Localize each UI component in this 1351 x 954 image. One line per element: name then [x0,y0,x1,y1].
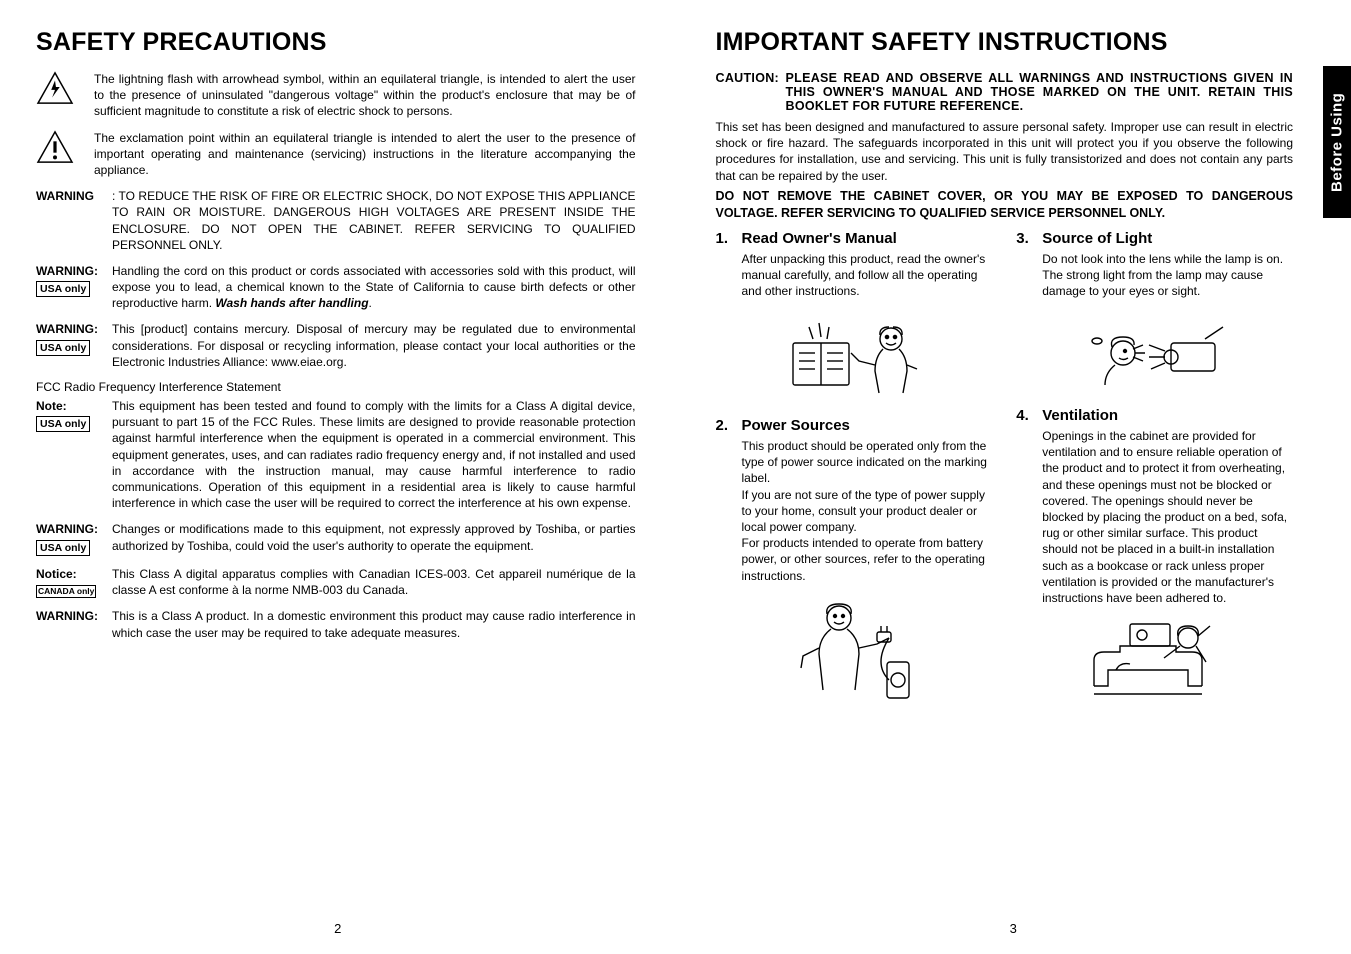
usa-only-badge: USA only [36,540,90,556]
item-3-text: Do not look into the lens while the lamp… [1016,251,1293,300]
warning-1-label: WARNING [36,189,94,203]
item-1-num: 1. [716,230,742,247]
fcc-note: Note: USA only This equipment has been t… [36,398,636,511]
warning-2: WARNING: USA only Handling the cord on t… [36,263,636,312]
warning-4-label: WARNING: [36,522,98,536]
lightning-text: The lightning flash with arrowhead symbo… [94,71,636,120]
col-right: 3.Source of Light Do not look into the l… [1016,230,1293,735]
item-4-text: Openings in the cabinet are provided for… [1016,428,1293,606]
canada-only-badge: CANADA only [36,585,96,598]
item-3-num: 3. [1016,230,1042,247]
item-2-text: This product should be operated only fro… [716,438,993,584]
warning-3-text: This [product] contains mercury. Disposa… [112,321,636,370]
warning-3: WARNING: USA only This [product] contain… [36,321,636,370]
page-left: SAFETY PRECAUTIONS The lightning flash w… [0,0,676,954]
ventilation-illustration-icon [1016,606,1293,720]
usa-only-badge: USA only [36,340,90,356]
warning-4-text: Changes or modifications made to this eq… [112,521,636,555]
fcc-note-text: This equipment has been tested and found… [112,398,636,511]
bold-warning: DO NOT REMOVE THE CABINET COVER, OR YOU … [716,188,1294,222]
lightning-triangle-icon [36,71,74,105]
warning-1: WARNING : TO REDUCE THE RISK OF FIRE OR … [36,188,636,253]
warning-1-text: : TO REDUCE THE RISK OF FIRE OR ELECTRIC… [112,188,636,253]
caution-label: CAUTION: [716,71,786,113]
item-1: 1.Read Owner's Manual After unpacking th… [716,230,993,404]
warning-4: WARNING: USA only Changes or modificatio… [36,521,636,555]
warning-5: WARNING: This is a Class A product. In a… [36,608,636,640]
page-right: IMPORTANT SAFETY INSTRUCTIONS CAUTION: P… [676,0,1351,954]
col-left: 1.Read Owner's Manual After unpacking th… [716,230,993,735]
exclamation-triangle-icon [36,130,74,164]
caution-block: CAUTION: PLEASE READ AND OBSERVE ALL WAR… [716,71,1294,113]
warning-5-text: This is a Class A product. In a domestic… [112,608,636,640]
side-tab: Before Using [1323,66,1351,218]
light-illustration-icon [1016,299,1293,393]
instruction-columns: 1.Read Owner's Manual After unpacking th… [716,230,1294,735]
warning-2-label: WARNING: [36,264,98,278]
warning-2-text: Handling the cord on this product or cor… [112,263,636,312]
warning-3-label: WARNING: [36,322,98,336]
notice-canada: Notice: CANADA only This Class A digital… [36,566,636,599]
item-3: 3.Source of Light Do not look into the l… [1016,230,1293,394]
intro-text: This set has been designed and manufactu… [716,119,1294,184]
exclaim-row: The exclamation point within an equilate… [36,130,636,179]
item-4: 4.Ventilation Openings in the cabinet ar… [1016,407,1293,720]
page-number-left: 2 [334,921,341,936]
right-title: IMPORTANT SAFETY INSTRUCTIONS [716,28,1294,57]
power-illustration-icon [716,584,993,718]
fcc-heading: FCC Radio Frequency Interference Stateme… [36,380,636,394]
item-3-title: Source of Light [1042,230,1152,247]
exclaim-text: The exclamation point within an equilate… [94,130,636,179]
warning-5-label: WARNING: [36,609,98,623]
lightning-row: The lightning flash with arrowhead symbo… [36,71,636,120]
note-label: Note: [36,399,67,413]
notice-text: This Class A digital apparatus complies … [112,566,636,599]
usa-only-badge: USA only [36,281,90,297]
usa-only-badge: USA only [36,416,90,432]
manual-illustration-icon [716,299,993,403]
item-2-num: 2. [716,417,742,434]
item-4-title: Ventilation [1042,407,1118,424]
item-1-text: After unpacking this product, read the o… [716,251,993,300]
item-2: 2.Power Sources This product should be o… [716,417,993,718]
notice-label: Notice: [36,567,77,581]
item-2-title: Power Sources [742,417,850,434]
page-number-right: 3 [1010,921,1017,936]
item-4-num: 4. [1016,407,1042,424]
caution-text: PLEASE READ AND OBSERVE ALL WARNINGS AND… [786,71,1294,113]
left-title: SAFETY PRECAUTIONS [36,28,636,57]
item-1-title: Read Owner's Manual [742,230,897,247]
